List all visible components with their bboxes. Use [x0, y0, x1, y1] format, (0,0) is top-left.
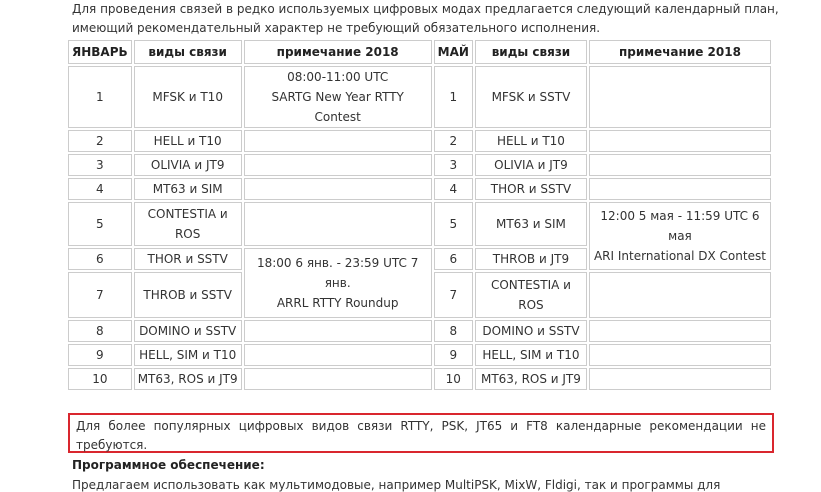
day-cell: 5	[68, 202, 132, 246]
day-cell: 7	[68, 272, 132, 318]
intro-line: имеющий рекомендательный характер не тре…	[72, 21, 601, 35]
table-row: 10 MT63, ROS и JT9 10 MT63, ROS и JT9	[68, 368, 771, 390]
day-cell: 1	[68, 66, 132, 128]
mode-cell: DOMINO и SSTV	[133, 320, 242, 342]
day-cell: 6	[433, 248, 473, 270]
calendar-table: ЯНВАРЬ виды связи примечание 2018 МАЙ виды с…	[66, 38, 773, 392]
note-line: SARTG New Year RTTY	[271, 90, 404, 104]
day-cell: 3	[433, 154, 473, 176]
mode-cell: THROB и SSTV	[133, 272, 242, 318]
note-line: Contest	[314, 110, 361, 124]
note-cell: 08:00-11:00 UTC SARTG New Year RTTY Contes…	[243, 66, 432, 128]
header-cell: примечание 2018	[243, 40, 432, 64]
note-cell: 18:00 6 янв. - 23:59 UTC 7 янв. ARRL RTTY…	[243, 248, 432, 318]
note-line: 12:00 5 мая - 11:59 UTC 6 мая	[600, 209, 760, 243]
mode-cell: MT63, ROS и JT9	[474, 368, 587, 390]
note-cell	[588, 178, 771, 200]
note-line: 08:00-11:00 UTC	[287, 70, 389, 84]
note-cell	[243, 320, 432, 342]
mode-cell: DOMINO и SSTV	[474, 320, 587, 342]
table-row: 2 HELL и T10 2 HELL и T10	[68, 130, 771, 152]
mode-cell: MT63 и SIM	[474, 202, 587, 246]
mode-cell: HELL, SIM и T10	[474, 344, 587, 366]
mode-cell: MT63, ROS и JT9	[133, 368, 242, 390]
note-cell	[243, 154, 432, 176]
intro-line: Для проведения связей в редко используем…	[72, 2, 779, 16]
day-cell: 4	[68, 178, 132, 200]
header-cell: виды связи	[133, 40, 242, 64]
mode-cell: THOR и SSTV	[474, 178, 587, 200]
table-row: 5 CONTESTIA и ROS 5 MT63 и SIM 12:00 5 мая -…	[68, 202, 771, 270]
header-cell: МАЙ	[433, 40, 473, 64]
note-cell	[243, 178, 432, 200]
note-line: ARI International DX Contest	[593, 249, 766, 263]
mode-cell: HELL и T10	[133, 130, 242, 152]
day-cell: 10	[433, 368, 473, 390]
day-cell: 9	[68, 344, 132, 366]
note-cell	[243, 344, 432, 366]
table-row: 1 MFSK и T10 08:00-11:00 UTC SARTG New Year…	[68, 66, 771, 128]
mode-cell: OLIVIA и JT9	[133, 154, 242, 176]
day-cell: 10	[68, 368, 132, 390]
section-heading: Программное обеспечение:	[72, 458, 265, 472]
table-row: 9 HELL, SIM и T10 9 HELL, SIM и T10	[68, 344, 771, 366]
mode-cell: CONTESTIA и ROS	[133, 202, 242, 246]
note-cell	[243, 202, 432, 246]
mode-cell: HELL, SIM и T10	[133, 344, 242, 366]
day-cell: 3	[68, 154, 132, 176]
mode-cell: HELL и T10	[474, 130, 587, 152]
mode-cell: MFSK и SSTV	[474, 66, 587, 128]
table-row: 4 MT63 и SIM 4 THOR и SSTV	[68, 178, 771, 200]
note-cell	[588, 272, 771, 318]
table-row: 6 THOR и SSTV 18:00 6 янв. - 23:59 UTC 7 я…	[68, 248, 771, 318]
note-cell: 12:00 5 мая - 11:59 UTC 6 мая ARI Interna…	[588, 202, 771, 270]
day-cell: 5	[433, 202, 473, 246]
mode-cell: MT63 и SIM	[133, 178, 242, 200]
table-row: 8 DOMINO и SSTV 8 DOMINO и SSTV	[68, 320, 771, 342]
header-row: ЯНВАРЬ виды связи примечание 2018 МАЙ виды с…	[68, 40, 771, 64]
note-cell	[588, 66, 771, 128]
note-line: ARRL RTTY Roundup	[276, 296, 399, 310]
day-cell: 4	[433, 178, 473, 200]
day-cell: 8	[68, 320, 132, 342]
mode-cell: THOR и SSTV	[133, 248, 242, 270]
note-line: 18:00 6 янв. - 23:59 UTC 7 янв.	[256, 256, 419, 290]
day-cell: 1	[433, 66, 473, 128]
header-cell: виды связи	[474, 40, 587, 64]
note-cell	[243, 368, 432, 390]
table-row: 3 OLIVIA и JT9 3 OLIVIA и JT9	[68, 154, 771, 176]
day-cell: 7	[433, 272, 473, 318]
note-cell	[588, 368, 771, 390]
day-cell: 9	[433, 344, 473, 366]
day-cell: 8	[433, 320, 473, 342]
mode-cell: MFSK и T10	[133, 66, 242, 128]
note-cell	[243, 130, 432, 152]
note-cell	[588, 320, 771, 342]
note-cell	[588, 154, 771, 176]
mode-cell: OLIVIA и JT9	[474, 154, 587, 176]
paragraph: Предлагаем использовать как мультимодовы…	[72, 478, 721, 492]
notice: Для более популярных цифровых видов связ…	[68, 413, 774, 453]
day-cell: 2	[68, 130, 132, 152]
header-cell: примечание 2018	[588, 40, 771, 64]
note-cell	[588, 130, 771, 152]
mode-cell: THROB и JT9	[474, 248, 587, 270]
table-row: 7 THROB и SSTV 7 CONTESTIA и ROS	[68, 272, 771, 318]
note-cell	[588, 344, 771, 366]
mode-cell: CONTESTIA и ROS	[474, 272, 587, 318]
day-cell: 6	[68, 248, 132, 270]
day-cell: 2	[433, 130, 473, 152]
header-cell: ЯНВАРЬ	[68, 40, 132, 64]
